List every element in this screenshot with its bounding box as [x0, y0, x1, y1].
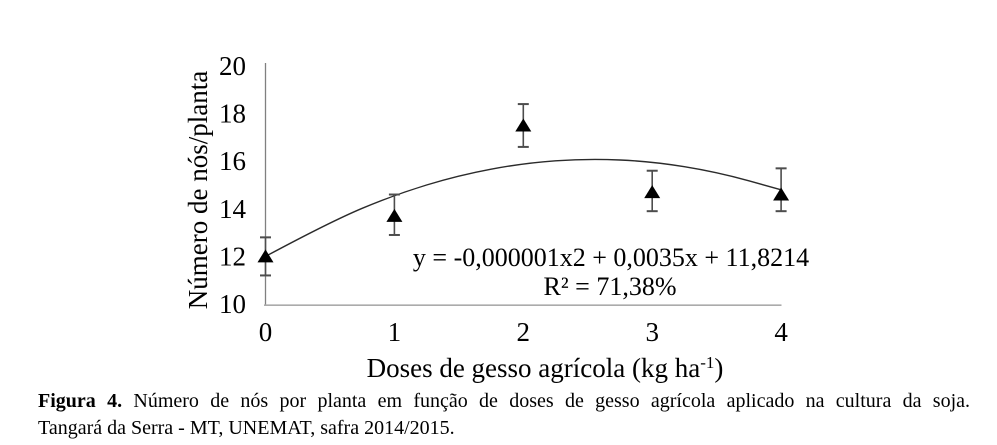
- x-axis-tick-labels: 0 1 2 3 4: [259, 317, 789, 347]
- x-tick-label: 1: [388, 317, 402, 347]
- triangle-marker: [773, 187, 790, 201]
- triangle-marker: [644, 185, 661, 199]
- y-axis-title: Número de nós/planta: [183, 71, 213, 309]
- triangle-marker: [257, 249, 274, 263]
- caption-line-1: Figura 4. Número de nós por planta em fu…: [38, 388, 970, 415]
- y-tick-label: 16: [219, 146, 246, 176]
- caption-line-2: Tangará da Serra - MT, UNEMAT, safra 201…: [38, 416, 455, 439]
- y-tick-label: 10: [219, 289, 246, 319]
- y-tick-label: 14: [219, 194, 247, 224]
- trend-curve: [265, 158, 782, 258]
- x-tick-label: 4: [774, 317, 788, 347]
- data-point: [515, 103, 532, 148]
- y-tick-label: 18: [219, 99, 246, 129]
- data-point: [644, 169, 661, 213]
- y-tick-label: 12: [219, 241, 246, 271]
- y-axis-tick-labels: 10 12 14 16 18 20: [219, 51, 247, 319]
- caption-figure-label: Figura 4.: [38, 390, 123, 412]
- data-point: [386, 193, 403, 236]
- figure-caption: Figura 4. Número de nós por planta em fu…: [38, 388, 970, 441]
- r-squared-label: R² = 71,38%: [544, 272, 677, 301]
- caption-line-1-text: Número de nós por planta em função de do…: [133, 390, 971, 412]
- x-tick-label: 0: [259, 317, 273, 347]
- triangle-marker: [386, 208, 403, 222]
- data-point: [773, 167, 790, 213]
- triangle-marker: [515, 118, 532, 132]
- x-tick-label: 2: [517, 317, 531, 347]
- trendline-equation: y = -0,000001x2 + 0,0035x + 11,8214: [413, 243, 809, 272]
- data-series: [257, 103, 790, 277]
- y-tick-label: 20: [219, 51, 246, 81]
- data-point: [257, 236, 274, 277]
- x-tick-label: 3: [645, 317, 659, 347]
- x-axis-title: Doses de gesso agrícola (kg ha-1): [367, 353, 724, 383]
